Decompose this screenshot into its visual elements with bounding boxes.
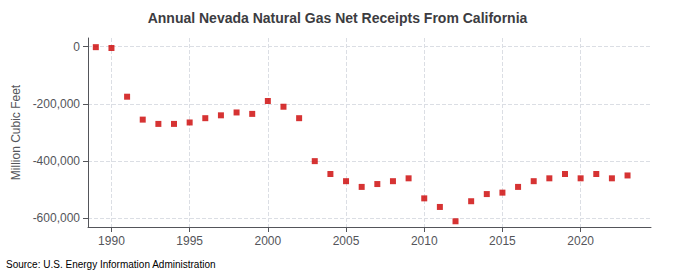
svg-text:1990: 1990 (98, 234, 125, 248)
svg-text:2000: 2000 (254, 234, 281, 248)
svg-text:0: 0 (73, 40, 80, 54)
svg-text:2010: 2010 (411, 234, 438, 248)
svg-text:1995: 1995 (176, 234, 203, 248)
svg-text:2020: 2020 (567, 234, 594, 248)
svg-text:Annual Nevada Natural Gas Net: Annual Nevada Natural Gas Net Receipts F… (148, 10, 528, 26)
svg-text:2005: 2005 (333, 234, 360, 248)
svg-text:-200,000: -200,000 (33, 97, 81, 111)
svg-text:-400,000: -400,000 (33, 154, 81, 168)
svg-text:Million Cubic Feet: Million Cubic Feet (9, 84, 23, 180)
svg-text:-600,000: -600,000 (33, 211, 81, 225)
svg-text:Source: U.S. Energy Informatio: Source: U.S. Energy Information Administ… (6, 259, 216, 270)
svg-text:2015: 2015 (489, 234, 516, 248)
